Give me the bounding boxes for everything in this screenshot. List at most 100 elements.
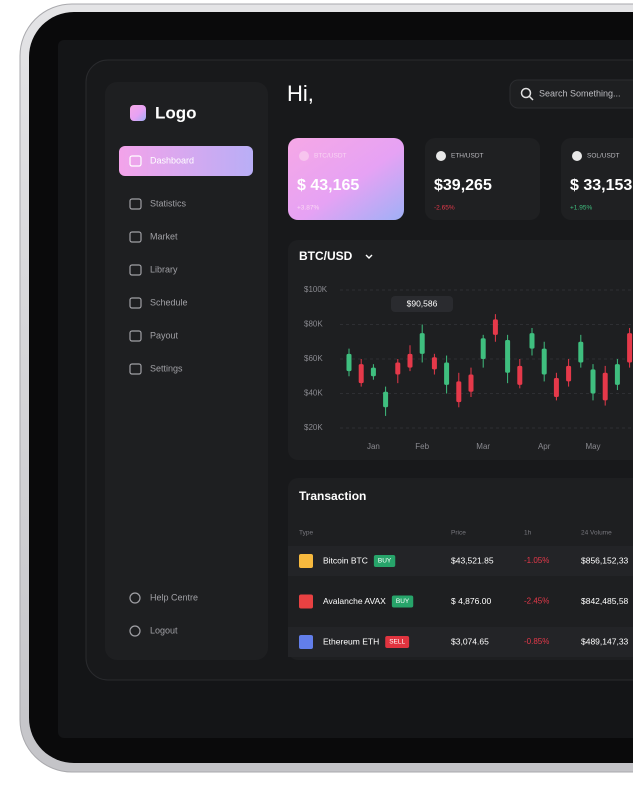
logo-icon bbox=[130, 105, 146, 121]
menu-icon bbox=[129, 198, 142, 210]
action-badge bbox=[385, 636, 410, 648]
x-tick-label: Jan bbox=[367, 442, 380, 451]
candle-body bbox=[407, 353, 413, 368]
change: -0.85% bbox=[524, 637, 549, 646]
transaction-title: Transaction bbox=[299, 489, 366, 503]
change: -2.45% bbox=[524, 597, 549, 606]
logo: Logo bbox=[155, 103, 197, 122]
coin-name: Avalanche AVAX bbox=[323, 596, 386, 606]
x-tick-label: Apr bbox=[538, 442, 551, 451]
y-tick-label: $40K bbox=[304, 389, 323, 398]
candle-body bbox=[566, 365, 572, 382]
candle-body bbox=[480, 338, 486, 359]
candle-body bbox=[553, 377, 559, 397]
candle-body bbox=[492, 319, 498, 335]
candle-body bbox=[383, 391, 389, 408]
price-card[interactable] bbox=[425, 138, 540, 220]
price: $ 4,876.00 bbox=[451, 596, 491, 606]
menu-icon bbox=[129, 264, 142, 276]
y-tick-label: $60K bbox=[304, 354, 323, 363]
y-tick-label: $80K bbox=[304, 320, 323, 329]
candle-body bbox=[444, 362, 450, 385]
menu-item[interactable]: Market bbox=[150, 231, 178, 241]
candle-body bbox=[627, 333, 633, 363]
menu-icon bbox=[129, 231, 142, 243]
card-pair: SOL/USDT bbox=[587, 153, 620, 160]
candle-body bbox=[346, 353, 352, 372]
card-price: $39,265 bbox=[434, 177, 492, 194]
card-pair: ETH/USDT bbox=[451, 153, 484, 160]
search-box[interactable] bbox=[509, 79, 633, 109]
action-badge bbox=[373, 555, 396, 567]
row-bg[interactable] bbox=[288, 546, 633, 576]
candle-body bbox=[419, 333, 425, 354]
candle-body bbox=[456, 381, 462, 403]
candle-body bbox=[517, 365, 523, 385]
menu-item[interactable]: Library bbox=[150, 264, 178, 274]
action-label: BUY bbox=[378, 558, 392, 565]
coin-icon bbox=[436, 151, 446, 161]
column-header: 24 Volume bbox=[581, 530, 612, 537]
volume: $489,147,33 bbox=[581, 636, 629, 646]
annotation-box bbox=[391, 296, 453, 312]
sidebar bbox=[105, 82, 268, 660]
card-change: +1.95% bbox=[570, 205, 592, 212]
column-header: 1h bbox=[524, 530, 532, 537]
menu-active[interactable] bbox=[119, 146, 253, 176]
coin-icon bbox=[299, 594, 313, 609]
greeting: Hi, bbox=[287, 81, 314, 106]
action-label: BUY bbox=[396, 598, 410, 605]
footer-icon bbox=[129, 592, 141, 604]
card-price: $ 33,153 bbox=[570, 177, 632, 194]
candle-body bbox=[395, 362, 401, 375]
row-bg[interactable] bbox=[288, 627, 633, 657]
candle-body bbox=[578, 341, 584, 363]
candle-body bbox=[590, 369, 596, 394]
candle-body bbox=[541, 348, 547, 375]
annotation: $90,586 bbox=[407, 298, 438, 308]
coin-icon bbox=[572, 151, 582, 161]
card-change: -2.65% bbox=[434, 205, 455, 212]
candle-body bbox=[431, 357, 437, 370]
y-tick-label: $20K bbox=[304, 423, 323, 432]
price: $43,521.85 bbox=[451, 555, 494, 565]
menu-item[interactable]: Statistics bbox=[150, 198, 187, 208]
footer-item[interactable]: Help Centre bbox=[150, 592, 198, 602]
menu-item[interactable]: Payout bbox=[150, 330, 179, 340]
y-tick-label: $100K bbox=[304, 285, 328, 294]
x-tick-label: Feb bbox=[415, 442, 429, 451]
search-icon-handle bbox=[528, 95, 534, 101]
column-header: Price bbox=[451, 530, 466, 537]
menu-item[interactable]: Settings bbox=[150, 363, 183, 373]
price: $3,074.65 bbox=[451, 636, 489, 646]
menu-icon bbox=[129, 155, 142, 167]
change: -1.05% bbox=[524, 556, 549, 565]
action-badge bbox=[391, 595, 414, 608]
menu-icon bbox=[129, 363, 142, 375]
coin-name: Bitcoin BTC bbox=[323, 555, 368, 565]
column-header: Type bbox=[299, 530, 313, 537]
x-tick-label: Mar bbox=[476, 442, 490, 451]
footer-item[interactable]: Logout bbox=[150, 625, 178, 635]
chart-panel bbox=[288, 240, 633, 460]
candle-body bbox=[529, 333, 535, 349]
card-price: $ 43,165 bbox=[297, 177, 359, 194]
search-icon bbox=[520, 87, 532, 99]
search-placeholder: Search Something... bbox=[539, 88, 621, 98]
chart-dropdown[interactable] bbox=[365, 254, 373, 259]
menu-icon bbox=[129, 330, 142, 342]
coin-name: Ethereum ETH bbox=[323, 636, 379, 646]
candle-body bbox=[614, 364, 620, 385]
candle-body bbox=[602, 372, 608, 401]
card-change: +3.87% bbox=[297, 205, 319, 212]
menu-icon bbox=[129, 297, 142, 309]
candle-body bbox=[370, 367, 376, 377]
price-card[interactable] bbox=[288, 138, 404, 220]
card-pair: BTC/USDT bbox=[314, 153, 347, 160]
candle-body bbox=[505, 340, 511, 373]
menu-item[interactable]: Schedule bbox=[150, 297, 188, 307]
coin-icon bbox=[299, 635, 313, 649]
menu-item[interactable]: Dashboard bbox=[150, 155, 194, 165]
